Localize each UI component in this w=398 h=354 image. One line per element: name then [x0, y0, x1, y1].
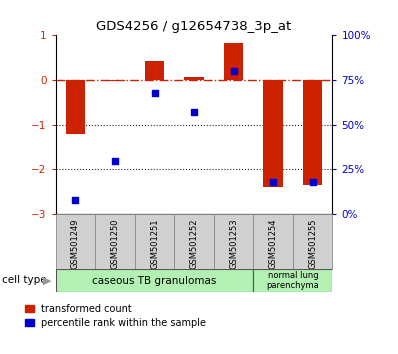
Point: [72, 197, 79, 203]
Text: GSM501252: GSM501252: [189, 218, 199, 269]
Text: cell type: cell type: [2, 275, 47, 285]
Bar: [214, 214, 253, 269]
Bar: [135, 214, 174, 269]
Text: GSM501249: GSM501249: [71, 218, 80, 269]
Bar: [174, 214, 214, 269]
Text: GSM501251: GSM501251: [150, 218, 159, 269]
Bar: [95, 214, 135, 269]
Bar: [224, 44, 244, 80]
Title: GDS4256 / g12654738_3p_at: GDS4256 / g12654738_3p_at: [96, 20, 292, 33]
Text: caseous TB granulomas: caseous TB granulomas: [92, 275, 217, 286]
Bar: [293, 214, 332, 269]
Bar: [105, 80, 125, 81]
Bar: [184, 77, 204, 80]
Legend: transformed count, percentile rank within the sample: transformed count, percentile rank withi…: [25, 304, 206, 328]
Bar: [253, 269, 332, 292]
Bar: [66, 80, 85, 134]
Bar: [56, 214, 95, 269]
Text: GSM501255: GSM501255: [308, 218, 317, 269]
Point: [191, 109, 197, 115]
Point: [112, 158, 118, 164]
Bar: [253, 214, 293, 269]
Bar: [56, 269, 253, 292]
Text: normal lung
parenchyma: normal lung parenchyma: [266, 271, 319, 290]
Bar: [144, 61, 164, 80]
Text: GSM501253: GSM501253: [229, 218, 238, 269]
Point: [270, 179, 276, 185]
Point: [309, 179, 316, 185]
Point: [230, 68, 237, 74]
Text: GSM501250: GSM501250: [111, 218, 119, 269]
Text: ▶: ▶: [43, 275, 51, 285]
Point: [151, 90, 158, 96]
Text: GSM501254: GSM501254: [269, 218, 277, 269]
Bar: [303, 80, 322, 185]
Bar: [263, 80, 283, 187]
